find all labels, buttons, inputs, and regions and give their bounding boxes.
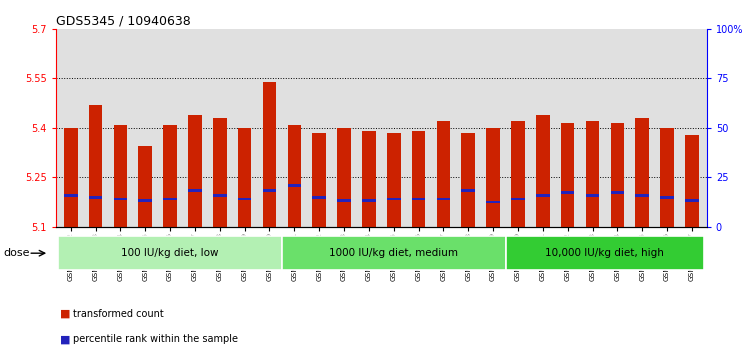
Bar — [287, 184, 301, 187]
Bar — [238, 128, 251, 227]
Bar — [362, 131, 376, 227]
Bar — [411, 131, 426, 227]
Bar — [387, 133, 400, 227]
Bar — [213, 194, 227, 197]
Bar — [660, 128, 674, 227]
Bar — [114, 197, 127, 200]
Bar — [362, 199, 376, 202]
Text: percentile rank within the sample: percentile rank within the sample — [73, 334, 238, 344]
Text: 100 IU/kg diet, low: 100 IU/kg diet, low — [121, 248, 219, 258]
Bar — [64, 194, 77, 197]
Text: dose: dose — [3, 248, 30, 258]
Bar — [387, 197, 400, 200]
Bar — [58, 236, 282, 270]
Bar — [282, 236, 505, 270]
Bar — [287, 125, 301, 227]
Bar — [238, 197, 251, 200]
Bar — [487, 128, 500, 227]
Text: 1000 IU/kg diet, medium: 1000 IU/kg diet, medium — [330, 248, 458, 258]
Bar — [561, 123, 574, 227]
Bar — [263, 82, 276, 227]
Bar — [138, 199, 152, 202]
Bar — [685, 135, 699, 227]
Bar — [114, 125, 127, 227]
Bar — [611, 191, 624, 193]
Bar — [536, 115, 550, 227]
Bar — [511, 121, 525, 227]
Bar — [89, 196, 103, 199]
Bar — [64, 128, 77, 227]
Bar — [586, 121, 600, 227]
Bar — [611, 123, 624, 227]
Bar — [163, 125, 177, 227]
Text: ■: ■ — [60, 334, 70, 344]
Bar — [461, 133, 475, 227]
Bar — [337, 128, 351, 227]
Text: 10,000 IU/kg diet, high: 10,000 IU/kg diet, high — [545, 248, 664, 258]
Text: ■: ■ — [60, 309, 70, 319]
Bar — [163, 197, 177, 200]
Bar — [635, 194, 649, 197]
Bar — [188, 189, 202, 192]
Bar — [337, 199, 351, 202]
Bar — [505, 236, 705, 270]
Bar — [561, 191, 574, 193]
Bar — [312, 196, 326, 199]
Bar — [312, 133, 326, 227]
Bar — [660, 196, 674, 199]
Bar — [411, 197, 426, 200]
Bar — [213, 118, 227, 227]
Bar — [487, 201, 500, 204]
Bar — [586, 194, 600, 197]
Text: GDS5345 / 10940638: GDS5345 / 10940638 — [56, 15, 190, 28]
Bar — [536, 194, 550, 197]
Bar — [685, 199, 699, 202]
Bar — [188, 115, 202, 227]
Bar — [437, 197, 450, 200]
Bar — [511, 197, 525, 200]
Bar — [263, 189, 276, 192]
Bar — [138, 146, 152, 227]
Bar — [461, 189, 475, 192]
Bar — [635, 118, 649, 227]
Text: transformed count: transformed count — [73, 309, 164, 319]
Bar — [437, 121, 450, 227]
Bar — [89, 105, 103, 227]
